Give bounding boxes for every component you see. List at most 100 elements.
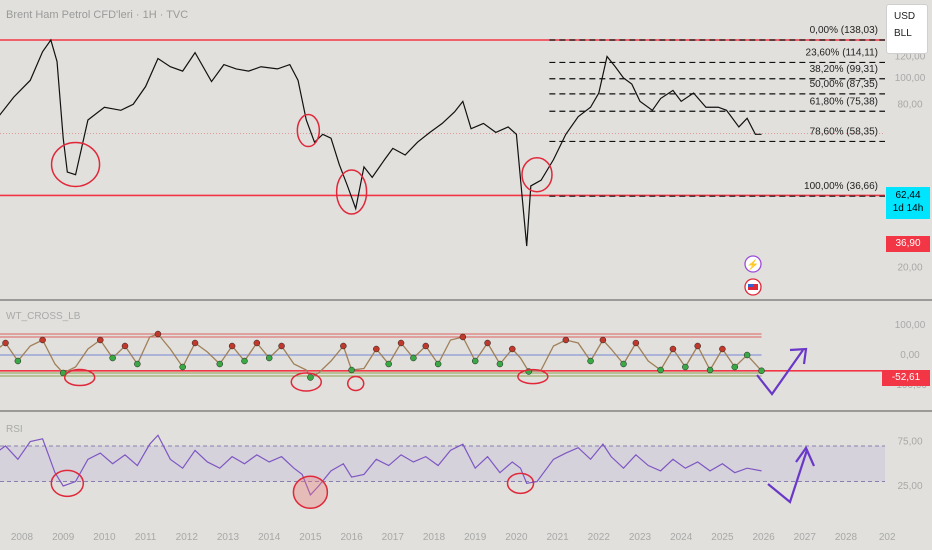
wt-cross-dot [191,339,199,347]
time-axis-tick-label: 2022 [588,532,611,543]
wt-arrow-head [789,347,808,365]
wt-cross-dot [348,366,355,374]
support-price-badge: 36,90 [886,236,930,252]
wt-axis-tick-label: 0,00 [900,350,920,361]
wt-cross-dot [228,342,236,350]
wt-cross-dot [743,351,751,359]
time-axis-tick-label: 2014 [258,532,281,543]
wt-cross-dot [385,360,392,368]
currency-selector[interactable]: USD BLL [886,4,928,54]
wt-cross-dot [134,360,141,368]
bar-countdown: 1d 14h [892,203,924,214]
wt-cross-dot [632,339,640,347]
annotation-circle [517,368,549,385]
annotation-circle [346,375,365,392]
rsi-axis-tick-label: 75,00 [897,437,922,448]
wt-projection-arrow [756,349,804,396]
wt-indicator-title: WT_CROSS_LB [6,311,81,322]
fib-level-label: 100,00% (36,66) [804,181,878,192]
wt-cross-dot [340,342,347,350]
wt-value-badge: -52,61 [882,370,930,386]
wt-cross-dot [121,342,129,350]
wt-cross-dot [509,345,516,353]
time-axis-tick-label: 2025 [711,532,734,543]
time-axis-tick-label: 2027 [794,532,817,543]
fib-level-label: 61,80% (75,38) [810,96,878,107]
rsi-projection-arrow [767,449,809,504]
wt-cross-dot [179,363,186,371]
currency-bll[interactable]: BLL [894,28,912,39]
wt-cross-dot [496,360,504,368]
time-axis-tick-label: 202 [879,532,896,543]
wt-cross-dot [459,333,467,341]
fib-level-label: 78,60% (58,35) [810,126,878,137]
rsi-band-fill [0,445,885,482]
time-axis-tick-label: 2021 [546,532,569,543]
rsi-axis-tick-label: 25,00 [897,481,922,492]
wt-cross-dot [682,363,689,371]
wt-cross-dot [265,354,273,362]
currency-usd[interactable]: USD [894,11,916,22]
wt-cross-dot [2,339,9,347]
current-price-value: 62,44 [895,190,921,201]
time-axis-tick-label: 2013 [217,532,240,543]
wt-cross-dot [599,336,607,344]
wt-cross-dot [397,339,405,347]
lightning-icon-glyph: ⚡ [747,258,759,271]
wt-cross-dot [731,363,739,371]
time-axis-tick-label: 2026 [752,532,775,543]
annotation-circle [50,469,85,498]
wt-cross-dot [422,342,430,350]
annotation-circle [50,141,101,188]
wt-cross-dot [373,345,380,353]
price-axis-tick-label: 120,00 [895,51,926,62]
rsi-series-line [0,434,762,497]
annotation-circle [506,472,535,495]
fib-level-label: 50,00% (87,35) [810,79,878,90]
wt-cross-dot [758,367,765,375]
price-axis-tick-label: 20,00 [897,263,922,274]
wt-cross-dot [434,360,442,368]
chart-title: Brent Ham Petrol CFD'leri · 1H · TVC [6,9,189,21]
price-axis-tick-label: 80,00 [897,99,922,110]
time-axis-tick-label: 2016 [340,532,363,543]
time-axis-tick-label: 2018 [423,532,446,543]
time-axis-tick-label: 2008 [11,532,34,543]
time-axis-tick-label: 2009 [52,532,75,543]
price-series-line [0,38,762,247]
time-axis-tick-label: 2024 [670,532,693,543]
time-axis-tick-label: 2023 [629,532,652,543]
wt-cross-dot [484,339,491,347]
wt-cross-dot [97,336,104,344]
wt-cross-dot [410,354,417,362]
time-axis-tick-label: 2019 [464,532,487,543]
wt-cross-dot [587,357,594,365]
rsi-arrow-head [795,445,816,467]
flag-icon-canton [748,284,753,287]
wt-cross-dot [657,366,664,374]
wt-cross-dot [253,339,261,347]
price-chart-area: 0,00% (138,03) 23,60% (114,11) 38,20% (99,… [0,25,885,247]
wt-axis-tick-label: 100,00 [895,320,926,331]
wt-cross-dot [216,360,224,368]
wt-cross-dot [562,336,570,344]
fib-level-label: 0,00% (138,03) [810,25,878,36]
annotation-circle [521,156,553,193]
time-axis-tick-label: 2020 [505,532,528,543]
wt-cross-dot [620,360,627,368]
wt-cross-dot [109,354,116,362]
annotation-circle [335,169,368,215]
rsi-indicator-title: RSI [6,424,23,435]
lightning-icon [744,255,762,273]
annotations-layer: ⚡ [50,113,816,509]
fib-level-label: 38,20% (99,31) [810,64,878,75]
wt-cross-dot [154,330,162,338]
wt-cross-dot [471,357,479,365]
annotation-circle [63,368,96,387]
wt-cross-dot [14,357,22,365]
wt-cross-dot [669,345,677,353]
annotation-circle [292,475,329,509]
wt-cross-dot [241,357,248,365]
time-axis-tick-label: 2011 [135,532,157,543]
